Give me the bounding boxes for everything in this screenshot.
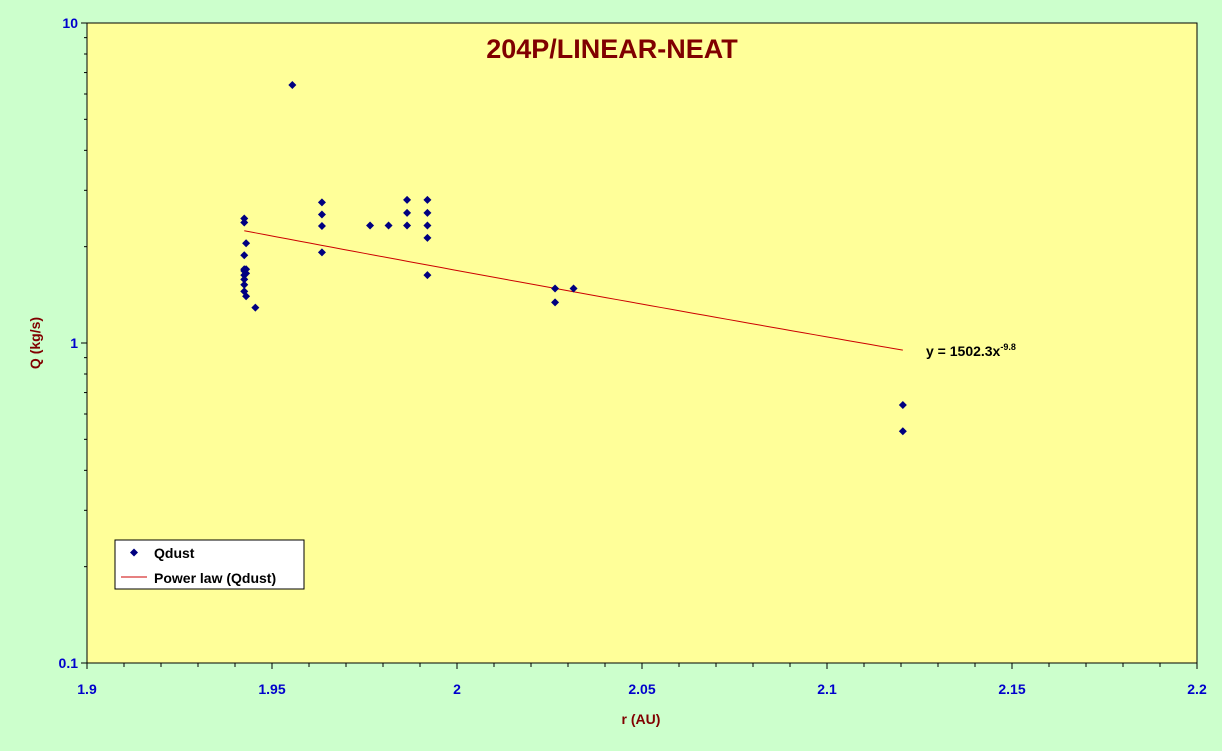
chart-title: 204P/LINEAR-NEAT [486, 34, 738, 64]
data-point [898, 427, 907, 436]
y-tick-label: 1 [70, 335, 78, 351]
points-layer [240, 81, 907, 436]
x-tick-label: 1.9 [77, 681, 97, 697]
data-point [240, 280, 249, 289]
data-point [317, 222, 326, 231]
x-tick-label: 2 [453, 681, 461, 697]
tick-marks [81, 22, 1198, 669]
data-point [242, 269, 251, 278]
data-point [403, 195, 412, 204]
data-point [423, 233, 432, 242]
data-point [551, 284, 560, 293]
data-point [423, 271, 432, 280]
x-tick-label: 2.2 [1187, 681, 1207, 697]
data-point [240, 275, 249, 284]
y-axis-label: Q (kg/s) [27, 317, 43, 369]
y-tick-label: 10 [62, 15, 78, 31]
x-tick-label: 2.05 [628, 681, 655, 697]
data-point [551, 298, 560, 307]
data-point [366, 221, 375, 230]
trendline-equation-base: y = 1502.3x [926, 343, 1001, 359]
data-point [317, 198, 326, 207]
data-point [251, 303, 260, 312]
legend: Qdust Power law (Qdust) [114, 539, 305, 590]
data-point [240, 218, 249, 227]
x-tick-label: 2.15 [998, 681, 1025, 697]
data-point [242, 239, 251, 248]
legend-entry-qdust: Qdust [154, 545, 195, 561]
data-point [242, 292, 251, 301]
data-point [423, 195, 432, 204]
data-point [403, 208, 412, 217]
data-point [423, 221, 432, 230]
data-point [384, 221, 393, 230]
data-point [423, 208, 432, 217]
data-point [317, 210, 326, 219]
legend-box [114, 539, 305, 590]
legend-entry-power-law: Power law (Qdust) [154, 570, 276, 586]
y-tick-label: 0.1 [59, 655, 79, 671]
trendline-equation-exponent: -9.8 [1000, 342, 1016, 352]
data-point [403, 221, 412, 230]
data-point [240, 214, 249, 223]
legend-diamond-marker [130, 548, 138, 557]
data-point [898, 401, 907, 410]
x-tick-label: 2.1 [817, 681, 837, 697]
data-point [242, 265, 251, 274]
data-point [569, 284, 578, 293]
trendline-equation: y = 1502.3x-9.8 [926, 342, 1016, 359]
data-point [317, 248, 326, 257]
tick-labels: 1.9 1.95 2 2.05 2.1 2.15 2.2 0.1 1 10 [59, 15, 1207, 697]
x-tick-label: 1.95 [258, 681, 285, 697]
data-point [240, 251, 249, 260]
x-axis-label: r (AU) [622, 711, 661, 727]
data-point [288, 81, 297, 90]
